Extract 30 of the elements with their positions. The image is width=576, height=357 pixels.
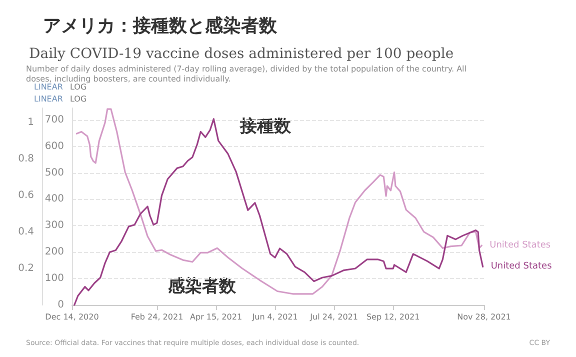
y2-tick-label: 0.2: [18, 263, 34, 274]
y-tick-label: 600: [44, 140, 64, 152]
y2-tick-label: 0.6: [18, 190, 34, 202]
y2-tick-label: 0.4: [18, 226, 34, 238]
x-tick-label: Jun 4, 2021: [251, 312, 298, 322]
text: LINEAR: [34, 82, 64, 92]
y-tick-label: 500: [44, 167, 64, 178]
x-tick-label: Jul 24, 2021: [309, 312, 358, 322]
y-tick-label: 100: [44, 273, 64, 284]
text: LINEAR: [34, 94, 64, 104]
y-tick-label: 700: [44, 114, 64, 126]
text: LOG: [70, 82, 87, 92]
y-tick-label: 400: [44, 194, 64, 205]
x-tick-label: Feb 24, 2021: [130, 312, 184, 322]
chart-title: アメリカ：接種数と感染者数: [43, 16, 278, 36]
y-tick-label: 300: [44, 220, 64, 232]
text: LOG: [70, 94, 87, 104]
x-tick-label: Sep 12, 2021: [366, 312, 420, 322]
y-tick-label: 0: [58, 300, 64, 310]
x-tick-label: Nov 28, 2021: [457, 312, 511, 322]
series-label: United States: [490, 262, 552, 272]
annotation: 感染者数: [167, 276, 237, 296]
y2-tick-label: 1: [28, 117, 34, 128]
y-tick-label: 200: [44, 246, 64, 258]
series-label: United States: [490, 240, 551, 251]
chart-subtitle: Daily COVID-19 vaccine doses administered per 100 people: [29, 46, 454, 62]
text: Number of daily doses administered (7-day rolling average), divided by the total population of the country. All doses, including boosters, are counted individually.: [26, 64, 470, 84]
x-tick-label: Dec 14, 2020: [45, 312, 99, 322]
x-tick-label: Apr 15, 2021: [190, 312, 242, 322]
y2-tick-label: 0.8: [18, 154, 34, 165]
